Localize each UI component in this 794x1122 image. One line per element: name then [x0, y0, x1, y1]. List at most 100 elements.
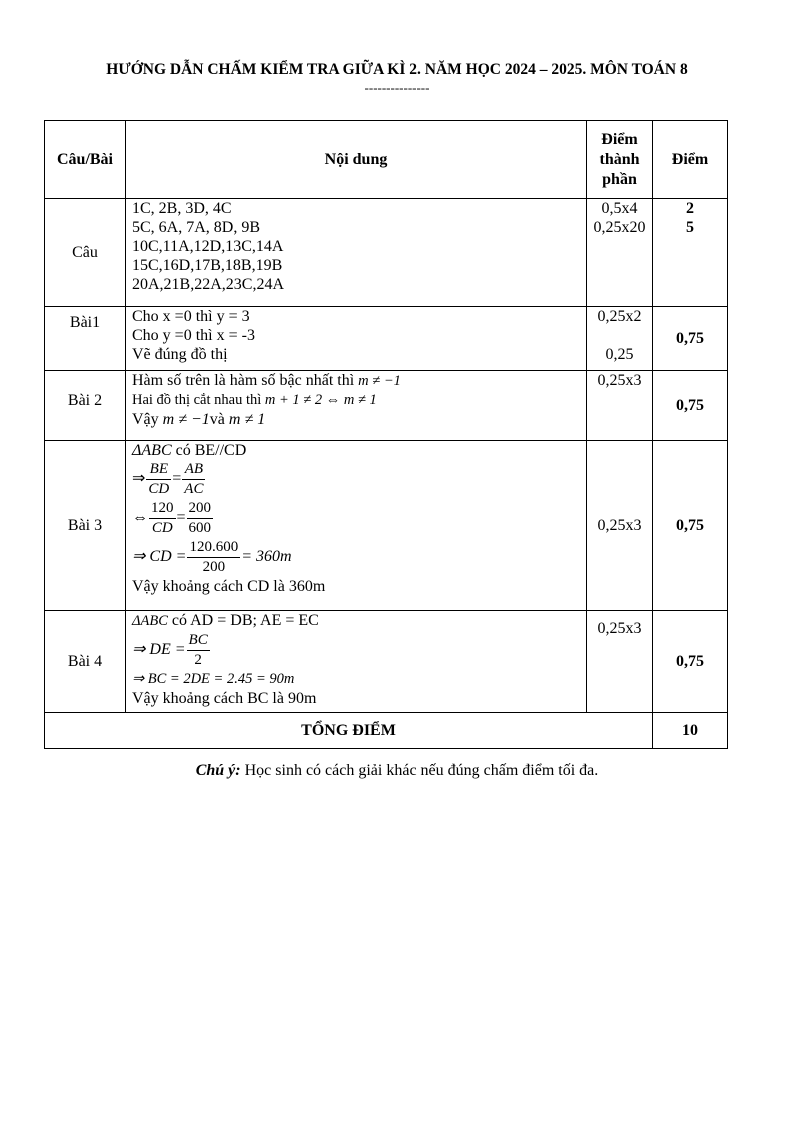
- math: m ≠ −1: [358, 373, 401, 389]
- header-part-1: Điểm: [601, 130, 638, 148]
- numerator: BE: [146, 460, 172, 480]
- fraction: BE CD: [146, 460, 172, 499]
- denominator: AC: [184, 481, 204, 497]
- numerator: 120: [149, 499, 176, 519]
- row-label: Bài1: [44, 306, 126, 371]
- row-content: 1C, 2B, 3D, 4C 5C, 6A, 7A, 8D, 9B 10C,11…: [125, 198, 587, 307]
- fraction: 200 600: [186, 499, 214, 538]
- content-line: ΔABC có AD = DB; AE = EC: [132, 611, 580, 631]
- content-line: Hàm số trên là hàm số bậc nhất thì m ≠ −…: [132, 371, 580, 391]
- table-row-cau: Câu 1C, 2B, 3D, 4C 5C, 6A, 7A, 8D, 9B 10…: [44, 198, 728, 307]
- row-score: 2 5: [652, 198, 728, 307]
- content-line: Cho y =0 thì x = -3: [132, 327, 255, 344]
- text: có BE//CD: [171, 442, 247, 459]
- equivalent: ⇔: [132, 509, 148, 527]
- note: Chú ý: Học sinh có cách giải khác nếu đú…: [0, 762, 794, 780]
- content-line: Hai đồ thị cắt nhau thì m + 1 ≠ 2 ⇔ m ≠ …: [132, 391, 580, 410]
- row-parts: 0,5x4 0,25x20: [586, 198, 653, 307]
- row-content: Cho x =0 thì y = 3 Cho y =0 thì x = -3 V…: [125, 306, 587, 371]
- fraction: BC 2: [186, 631, 210, 670]
- math: ΔABC: [132, 442, 172, 459]
- table-row-bai4: Bài 4 ΔABC có AD = DB; AE = EC ⇒ DE = BC 2…: [44, 610, 728, 713]
- header-part-3: phần: [602, 170, 637, 188]
- fraction: 120.600 200: [187, 538, 241, 577]
- numerator: AB: [182, 460, 206, 480]
- denominator: 600: [188, 520, 212, 536]
- content-line: Vậy khoảng cách CD là 360m: [132, 578, 326, 595]
- row-label: Câu: [44, 198, 126, 307]
- total-score: 10: [652, 712, 728, 749]
- math: = 360m: [241, 548, 292, 566]
- row-score: 0,75: [652, 306, 728, 371]
- denominator: 200: [202, 559, 226, 575]
- text: Vậy: [132, 411, 163, 428]
- row-parts: 0,25x2 0,25: [586, 306, 653, 371]
- math: m ≠ 1: [228, 411, 266, 428]
- row-label: Bài 4: [44, 610, 126, 713]
- header-cau-bai: Câu/Bài: [44, 120, 126, 199]
- title-separator: ---------------: [364, 80, 430, 95]
- row-parts: 0,25x3: [586, 370, 653, 441]
- text: Hàm số trên là hàm số bậc nhất thì: [132, 372, 359, 389]
- math: m + 1 ≠ 2 ⇔ m ≠ 1: [264, 392, 377, 408]
- grading-table: Câu/Bài Nội dung Điểm thành phần Điểm Câu …: [44, 120, 728, 749]
- denominator: 2: [194, 652, 202, 668]
- part-score: 0,5x4: [601, 200, 638, 217]
- numerator: 200: [186, 499, 214, 519]
- part-score: 0,25x20: [593, 219, 646, 236]
- denominator: CD: [151, 520, 173, 536]
- score: 5: [686, 219, 694, 236]
- row-label: Bài 3: [44, 440, 126, 611]
- answer-line: 20A,21B,22A,23C,24A: [132, 276, 285, 293]
- row-parts: 0,25x3: [586, 440, 653, 611]
- row-score: 0,75: [652, 370, 728, 441]
- fraction: 120 CD: [149, 499, 176, 538]
- header-noi-dung: Nội dung: [125, 120, 587, 199]
- math: ΔABC: [132, 613, 168, 629]
- content-line: ⇒ BE CD = AB AC: [132, 460, 206, 499]
- row-label: Bài 2: [44, 370, 126, 441]
- content-line: ⇒ DE = BC 2: [132, 631, 580, 670]
- answer-line: 15C,16D,17B,18B,19B: [132, 257, 283, 274]
- header-row: Câu/Bài Nội dung Điểm thành phần Điểm: [44, 120, 728, 199]
- page-title: HƯỚNG DẪN CHẤM KIỂM TRA GIỮA KÌ 2. NĂM H…: [106, 61, 688, 78]
- answer-line: 10C,11A,12D,13C,14A: [132, 238, 284, 255]
- part-score: 0,25: [605, 346, 634, 363]
- header-diem-thanh-phan: Điểm thành phần: [586, 120, 653, 199]
- math: ⇒ CD =: [132, 548, 187, 566]
- text: có AD = DB; AE = EC: [167, 612, 319, 629]
- row-content: ΔABC có BE//CD ⇒ BE CD = AB AC ⇔ 120 CD = 200 600 …: [125, 440, 587, 611]
- row-score: 0,75: [652, 440, 728, 611]
- row-content: ΔABC có AD = DB; AE = EC ⇒ DE = BC 2 ⇒ BC …: [125, 610, 587, 713]
- row-parts: 0,25x3: [586, 610, 653, 713]
- numerator: 120.600: [187, 538, 241, 558]
- content-line: Cho x =0 thì y = 3: [132, 308, 250, 325]
- note-text: Học sinh có cách giải khác nếu đúng chấm…: [240, 762, 599, 779]
- content-line: Vậy m ≠ −1và m ≠ 1: [132, 410, 580, 429]
- table-row-bai3: Bài 3 ΔABC có BE//CD ⇒ BE CD = AB AC ⇔ 120 CD = 2…: [44, 440, 728, 611]
- table-row-bai1: Bài1 Cho x =0 thì y = 3 Cho y =0 thì x =…: [44, 306, 728, 371]
- content-line: ⇒ CD = 120.600 200 = 360m: [132, 538, 580, 577]
- text: Hai đồ thị cắt nhau thì: [132, 392, 265, 408]
- math: m ≠ −1: [162, 411, 210, 428]
- math: ⇒ DE =: [132, 641, 186, 659]
- content-line: ΔABC có BE//CD: [132, 441, 580, 460]
- denominator: CD: [148, 481, 170, 497]
- fraction: AB AC: [182, 460, 206, 499]
- row-score: 0,75: [652, 610, 728, 713]
- answer-line: 5C, 6A, 7A, 8D, 9B: [132, 219, 261, 236]
- content-line: Vẽ đúng đồ thị: [132, 346, 228, 363]
- table-row-total: TỔNG ĐIỂM 10: [44, 712, 728, 749]
- table-row-bai2: Bài 2 Hàm số trên là hàm số bậc nhất thì…: [44, 370, 728, 441]
- answer-line: 1C, 2B, 3D, 4C: [132, 200, 232, 217]
- row-content: Hàm số trên là hàm số bậc nhất thì m ≠ −…: [125, 370, 587, 441]
- note-label: Chú ý:: [195, 762, 241, 779]
- part-score: 0,25x2: [597, 308, 642, 325]
- implies: ⇒: [132, 470, 146, 488]
- numerator: BC: [186, 631, 210, 651]
- header-part-2: thành: [599, 150, 640, 168]
- content-line: ⇔ 120 CD = 200 600: [132, 499, 214, 538]
- content-line: Vậy khoảng cách BC là 90m: [132, 690, 317, 707]
- total-label: TỔNG ĐIỂM: [44, 712, 653, 749]
